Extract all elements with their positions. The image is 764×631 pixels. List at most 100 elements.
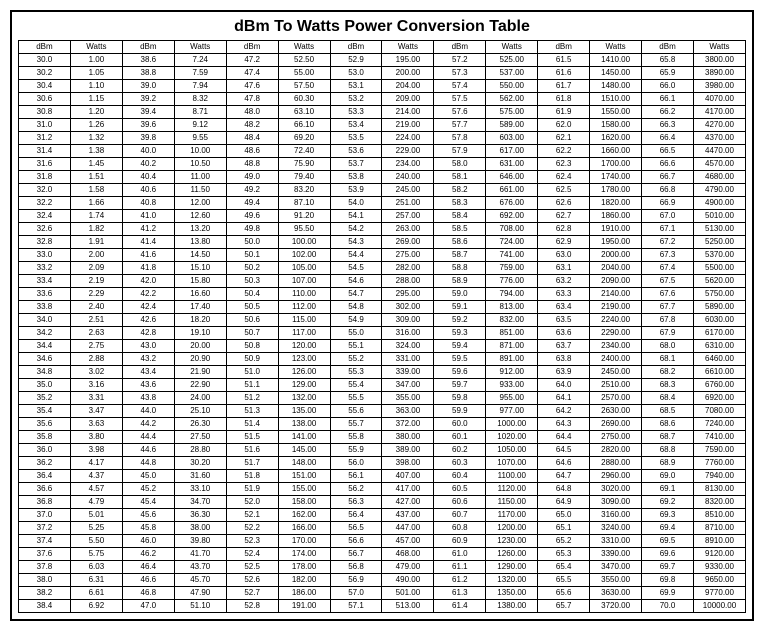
table-cell: 1170.00 [486,509,538,522]
table-cell: 66.6 [642,158,694,171]
table-cell: 204.00 [382,80,434,93]
table-cell: 53.9 [330,184,382,197]
table-cell: 57.9 [434,145,486,158]
table-cell: 692.00 [486,210,538,223]
table-cell: 1230.00 [486,535,538,548]
table-cell: 115.00 [278,314,330,327]
table-cell: 4900.00 [693,197,745,210]
table-cell: 417.00 [382,483,434,496]
table-cell: 34.6 [19,353,71,366]
table-cell: 17.40 [174,301,226,314]
table-cell: 8510.00 [693,509,745,522]
table-cell: 39.80 [174,535,226,548]
table-row: 31.61.4540.210.5048.875.9053.7234.0058.0… [19,158,746,171]
table-cell: 4070.00 [693,93,745,106]
table-cell: 69.6 [642,548,694,561]
table-cell: 57.50 [278,80,330,93]
table-cell: 67.6 [642,288,694,301]
table-cell: 26.30 [174,418,226,431]
column-header: Watts [693,41,745,54]
table-cell: 57.5 [434,93,486,106]
table-cell: 69.20 [278,132,330,145]
table-cell: 65.1 [538,522,590,535]
table-cell: 47.6 [226,80,278,93]
table-cell: 1150.00 [486,496,538,509]
table-cell: 50.2 [226,262,278,275]
table-row: 37.25.2545.838.0052.2166.0056.5447.0060.… [19,522,746,535]
table-cell: 145.00 [278,444,330,457]
table-cell: 64.7 [538,470,590,483]
table-row: 30.41.1039.07.9447.657.5053.1204.0057.45… [19,80,746,93]
table-cell: 2090.00 [590,275,642,288]
table-cell: 6460.00 [693,353,745,366]
table-cell: 58.5 [434,223,486,236]
table-cell: 275.00 [382,249,434,262]
table-cell: 2400.00 [590,353,642,366]
table-cell: 7940.00 [693,470,745,483]
table-cell: 51.0 [226,366,278,379]
table-cell: 61.0 [434,548,486,561]
table-cell: 2750.00 [590,431,642,444]
table-cell: 1740.00 [590,171,642,184]
table-cell: 832.00 [486,314,538,327]
table-cell: 2820.00 [590,444,642,457]
table-cell: 1070.00 [486,457,538,470]
table-cell: 31.0 [19,119,71,132]
table-cell: 20.90 [174,353,226,366]
table-cell: 2510.00 [590,379,642,392]
table-cell: 43.70 [174,561,226,574]
table-cell: 44.4 [122,431,174,444]
table-cell: 427.00 [382,496,434,509]
table-cell: 40.8 [122,197,174,210]
table-cell: 37.2 [19,522,71,535]
table-cell: 1860.00 [590,210,642,223]
table-cell: 4270.00 [693,119,745,132]
table-cell: 41.8 [122,262,174,275]
table-cell: 66.8 [642,184,694,197]
table-cell: 54.2 [330,223,382,236]
table-cell: 162.00 [278,509,330,522]
table-cell: 30.4 [19,80,71,93]
table-cell: 53.4 [330,119,382,132]
table-cell: 47.8 [226,93,278,106]
table-cell: 4790.00 [693,184,745,197]
table-cell: 57.6 [434,106,486,119]
table-cell: 56.3 [330,496,382,509]
table-cell: 52.3 [226,535,278,548]
table-cell: 141.00 [278,431,330,444]
table-cell: 1320.00 [486,574,538,587]
table-cell: 51.9 [226,483,278,496]
table-cell: 46.4 [122,561,174,574]
table-row: 38.46.9247.051.1052.8191.0057.1513.0061.… [19,600,746,613]
table-cell: 58.2 [434,184,486,197]
table-cell: 5750.00 [693,288,745,301]
table-cell: 60.9 [434,535,486,548]
table-cell: 34.4 [19,340,71,353]
table-cell: 69.3 [642,509,694,522]
table-cell: 155.00 [278,483,330,496]
table-row: 33.42.1942.015.8050.3107.0054.6288.0058.… [19,275,746,288]
table-cell: 501.00 [382,587,434,600]
table-cell: 209.00 [382,93,434,106]
table-cell: 40.0 [122,145,174,158]
table-cell: 3310.00 [590,535,642,548]
table-cell: 27.50 [174,431,226,444]
table-cell: 1510.00 [590,93,642,106]
table-cell: 60.4 [434,470,486,483]
table-cell: 35.4 [19,405,71,418]
table-cell: 1050.00 [486,444,538,457]
table-cell: 1000.00 [486,418,538,431]
table-cell: 10000.00 [693,600,745,613]
table-cell: 53.5 [330,132,382,145]
table-cell: 166.00 [278,522,330,535]
table-cell: 52.0 [226,496,278,509]
table-cell: 1.00 [70,54,122,67]
table-cell: 1.82 [70,223,122,236]
table-row: 38.26.6146.847.9052.7186.0057.0501.0061.… [19,587,746,600]
table-cell: 51.3 [226,405,278,418]
table-cell: 8.32 [174,93,226,106]
table-cell: 468.00 [382,548,434,561]
table-cell: 129.00 [278,379,330,392]
table-cell: 68.1 [642,353,694,366]
table-cell: 363.00 [382,405,434,418]
